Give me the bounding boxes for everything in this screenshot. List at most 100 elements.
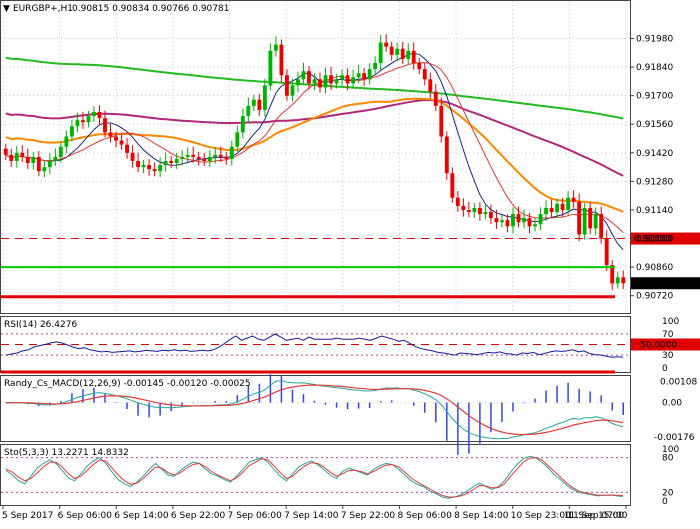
candle-body	[340, 75, 344, 80]
candle-body	[307, 71, 311, 84]
candle-body	[213, 154, 218, 157]
time-tick-label: 6 Sep 14:00	[114, 511, 169, 521]
candle-body	[461, 205, 466, 210]
price-tick-label: 0.91000	[636, 235, 673, 245]
collapse-triangle-icon[interactable]: ▼	[3, 4, 10, 14]
candle-body	[367, 69, 372, 80]
candle-body	[125, 144, 129, 153]
candle-body	[378, 42, 383, 63]
macd-axis-label: -0.00176	[654, 433, 695, 443]
candle-body	[373, 62, 378, 70]
candle-body	[560, 203, 565, 210]
candle-body	[483, 212, 488, 215]
candle-body	[334, 79, 339, 84]
candle-body	[472, 207, 477, 213]
candle-body	[180, 156, 185, 159]
candle-body	[296, 79, 300, 86]
candle-body	[411, 50, 416, 63]
candle-body	[428, 79, 433, 92]
candle-body	[615, 277, 620, 284]
candle-body	[500, 220, 504, 223]
price-tick-label: 0.91420	[636, 149, 673, 159]
time-tick-label: 6 Sep 06:00	[58, 511, 113, 521]
macd-axis-label: 0.00	[662, 399, 682, 409]
time-tick-label: 7 Sep 06:00	[228, 511, 283, 521]
sto-label: Sto(5,3,3) 13.2271 14.8332	[4, 448, 129, 458]
candle-body	[400, 48, 405, 59]
candle-body	[433, 91, 438, 106]
price-tick-label: 0.91140	[636, 206, 673, 216]
rsi-axis-label: 0	[662, 364, 668, 374]
current-price-text: 0.90781	[634, 279, 671, 289]
sto-axis-label: 100	[662, 445, 679, 455]
candle-body	[444, 136, 449, 174]
candle-body	[494, 218, 499, 223]
macd-signal-line	[5, 384, 624, 436]
candle-body	[345, 75, 350, 84]
candle-body	[3, 148, 8, 155]
time-tick-label: 7 Sep 14:00	[284, 511, 339, 521]
time-tick-label: 11 Sep 07:00	[567, 511, 627, 521]
time-tick-label: 5 Sep 2017	[2, 511, 53, 521]
sto-axis-label: 80	[662, 454, 674, 464]
price-tick-label: 0.91980	[636, 34, 673, 44]
candle-body	[262, 85, 267, 110]
candle-body	[185, 154, 190, 157]
time-tick-label: 8 Sep 14:00	[454, 511, 509, 521]
candle-body	[538, 214, 543, 225]
candle-body	[593, 214, 598, 229]
candle-body	[92, 111, 96, 117]
macd-main-line	[5, 380, 624, 440]
candle-body	[36, 156, 41, 172]
candle-body	[621, 277, 626, 284]
candle-body	[571, 197, 576, 202]
candle-body	[273, 44, 278, 51]
candle-body	[207, 156, 212, 161]
rsi-level-label: 50.0000	[640, 341, 677, 351]
candle-body	[522, 218, 526, 223]
macd-panel-frame	[0, 375, 631, 442]
price-tick-label: 0.91700	[636, 92, 673, 102]
candle-body	[20, 152, 25, 157]
candle-body	[75, 120, 80, 127]
candle-body	[25, 156, 30, 164]
candle-body	[191, 154, 196, 157]
candles	[3, 34, 626, 291]
candle-body	[488, 212, 493, 219]
rsi-level-label: 30	[662, 351, 674, 361]
candle-body	[268, 50, 273, 86]
candle-body	[555, 203, 560, 213]
time-tick-label: 11 Sep 15:00	[564, 511, 624, 521]
candle-body	[439, 105, 444, 137]
candle-body	[466, 209, 471, 213]
price-tick-label: 0.91840	[636, 63, 673, 73]
candle-body	[103, 118, 107, 133]
candle-body	[505, 220, 510, 227]
price-tick-label: 0.90720	[636, 292, 673, 302]
candle-body	[251, 99, 256, 106]
candle-body	[455, 197, 460, 206]
candle-body	[285, 75, 289, 96]
sto-signal-line	[5, 457, 623, 498]
rsi-label: RSI(14) 26.4276	[4, 320, 77, 330]
candle-body	[53, 156, 58, 161]
candle-body	[566, 197, 571, 210]
candle-body	[174, 158, 179, 164]
macd-label: Randy_Cs_MACD(12,26,9) -0.00145 -0.00120…	[4, 379, 251, 389]
sto-axis-label: 0	[662, 497, 668, 507]
time-tick-label: 7 Sep 22:00	[341, 511, 396, 521]
candle-body	[58, 146, 63, 157]
candle-body	[86, 116, 91, 123]
candle-body	[130, 152, 135, 161]
candle-body	[69, 126, 74, 137]
price-tick-label: 0.90860	[636, 263, 673, 273]
candle-body	[196, 156, 201, 159]
rsi-line	[5, 333, 624, 358]
candle-body	[64, 136, 69, 147]
candle-body	[235, 132, 240, 147]
price-tick-label: 0.91280	[636, 177, 673, 187]
candle-body	[329, 75, 333, 84]
candle-body	[533, 224, 537, 227]
